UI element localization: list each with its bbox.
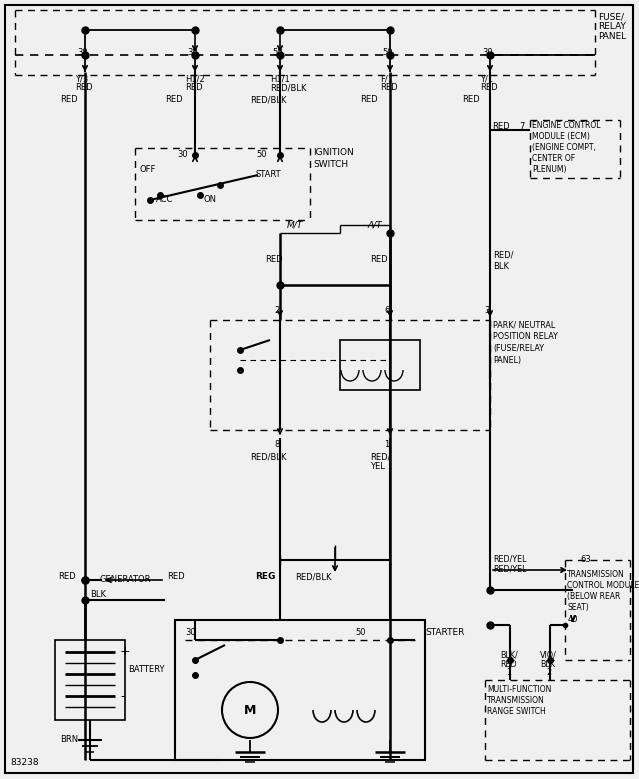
Text: SWITCH: SWITCH (313, 160, 348, 169)
Text: PANEL): PANEL) (493, 356, 521, 365)
Text: RED/: RED/ (493, 250, 514, 259)
Text: RED/BLK: RED/BLK (250, 95, 286, 104)
Text: RED: RED (492, 122, 510, 131)
Text: 3: 3 (484, 306, 489, 315)
Text: (BELOW REAR: (BELOW REAR (567, 592, 620, 601)
Text: TRANSMISSION: TRANSMISSION (567, 570, 625, 579)
Text: VIO/: VIO/ (540, 650, 557, 659)
Bar (340, 340, 420, 390)
Text: OFF: OFF (140, 165, 157, 174)
Text: H1/1: H1/1 (270, 74, 289, 83)
Text: RED: RED (58, 572, 75, 581)
Text: RANGE SWITCH: RANGE SWITCH (487, 707, 546, 716)
Text: GENERATOR: GENERATOR (100, 575, 151, 584)
Text: REG: REG (255, 572, 275, 581)
Text: MODULE (ECM): MODULE (ECM) (532, 132, 590, 141)
Text: (ENGINE COMPT,: (ENGINE COMPT, (532, 143, 596, 152)
Text: BLK: BLK (540, 660, 555, 669)
Text: MULTI-FUNCTION: MULTI-FUNCTION (487, 685, 551, 694)
Bar (175, 620, 425, 760)
Text: RED: RED (480, 83, 498, 92)
Text: 30: 30 (185, 628, 196, 637)
Text: M/T: M/T (287, 220, 303, 229)
Text: 30: 30 (187, 48, 197, 57)
Text: 8: 8 (274, 440, 279, 449)
Text: 50: 50 (257, 150, 267, 159)
Text: PLENUM): PLENUM) (532, 165, 567, 174)
Text: 50: 50 (355, 628, 366, 637)
Text: +: + (120, 645, 130, 658)
Text: RED: RED (360, 95, 378, 104)
Text: ACC: ACC (157, 195, 174, 204)
Text: RELAY: RELAY (598, 22, 626, 31)
Text: RED: RED (60, 95, 77, 104)
Text: RED/BLK: RED/BLK (295, 572, 332, 581)
Text: Y/3: Y/3 (75, 74, 88, 83)
Bar (55, 640, 125, 720)
Text: RED: RED (165, 95, 183, 104)
Text: RED/BLK: RED/BLK (250, 452, 286, 461)
Text: BATTERY: BATTERY (128, 665, 164, 674)
Text: 83238: 83238 (10, 758, 38, 767)
Text: RED: RED (500, 660, 516, 669)
Text: STARTER: STARTER (425, 628, 465, 637)
Text: A/T: A/T (367, 220, 382, 229)
Text: CONTROL MODULE: CONTROL MODULE (567, 581, 639, 590)
Text: PANEL: PANEL (598, 32, 626, 41)
Text: BLK: BLK (90, 590, 106, 599)
Text: RED: RED (167, 572, 185, 581)
Text: 1: 1 (384, 440, 389, 449)
Text: SEAT): SEAT) (567, 603, 589, 612)
Text: -: - (120, 690, 125, 703)
Text: ENGINE CONTROL: ENGINE CONTROL (532, 121, 601, 130)
Text: 63: 63 (580, 555, 590, 564)
Text: 50: 50 (272, 48, 282, 57)
Text: 30: 30 (77, 48, 88, 57)
Text: BLK/: BLK/ (500, 650, 518, 659)
Text: TRANSMISSION: TRANSMISSION (487, 696, 545, 705)
Text: 40: 40 (567, 615, 578, 624)
Text: M: M (244, 703, 256, 717)
Text: RED: RED (380, 83, 397, 92)
Text: Y/1: Y/1 (480, 74, 493, 83)
Text: 30: 30 (178, 150, 189, 159)
Text: BRN: BRN (60, 735, 78, 744)
Text: F/1: F/1 (380, 74, 393, 83)
Text: (FUSE/RELAY: (FUSE/RELAY (493, 344, 544, 353)
Text: RED/BLK: RED/BLK (270, 83, 307, 92)
Text: POSITION RELAY: POSITION RELAY (493, 332, 558, 341)
Text: FUSE/: FUSE/ (598, 12, 624, 21)
Text: IGNITION: IGNITION (313, 148, 354, 157)
Text: RED: RED (265, 255, 282, 264)
Text: 1: 1 (506, 668, 511, 677)
Text: RED: RED (75, 83, 93, 92)
Text: BLK: BLK (493, 262, 509, 271)
Text: RED/: RED/ (370, 452, 390, 461)
Text: H1/2: H1/2 (185, 74, 204, 83)
Text: RED/YEL: RED/YEL (493, 555, 527, 564)
Text: RED: RED (370, 255, 388, 264)
Text: YEL: YEL (370, 462, 385, 471)
Text: RED/YEL: RED/YEL (493, 565, 527, 574)
Text: RED: RED (185, 83, 203, 92)
Text: RED: RED (462, 95, 480, 104)
Text: CENTER OF: CENTER OF (532, 154, 575, 163)
Text: ON: ON (203, 195, 217, 204)
Text: 2: 2 (274, 306, 279, 315)
Text: START: START (255, 170, 281, 179)
Text: PARK/ NEUTRAL: PARK/ NEUTRAL (493, 320, 555, 329)
Text: 6: 6 (384, 306, 389, 315)
Text: 7: 7 (520, 122, 525, 131)
Text: 2: 2 (546, 668, 551, 677)
Text: 30: 30 (482, 48, 493, 57)
Text: 50: 50 (382, 48, 392, 57)
